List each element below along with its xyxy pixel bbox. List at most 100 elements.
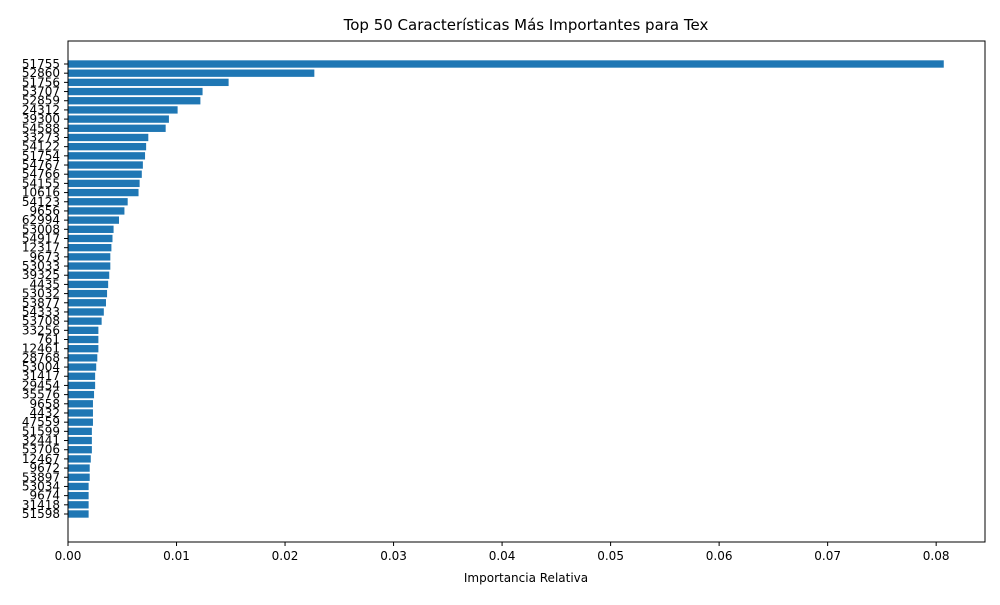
category-label-53033: 53033 xyxy=(22,259,60,273)
bar-24312 xyxy=(68,106,178,114)
bar-53004 xyxy=(68,363,97,371)
bar-33256 xyxy=(68,326,99,334)
bar-62994 xyxy=(68,216,120,224)
bar-54766 xyxy=(68,170,142,178)
bar-54333 xyxy=(68,308,104,316)
category-label-10616: 10616 xyxy=(22,186,60,200)
x-axis-label: Importancia Relativa xyxy=(464,571,588,585)
bar-32441 xyxy=(68,436,92,445)
category-label-51755: 51755 xyxy=(22,57,60,71)
x-tick-label-8: 0.08 xyxy=(923,549,950,563)
bars-group xyxy=(68,60,944,518)
bar-12461 xyxy=(68,345,99,353)
x-tick-label-2: 0.02 xyxy=(272,549,299,563)
bar-39325 xyxy=(68,271,110,279)
bar-51755 xyxy=(68,60,944,68)
bar-54917 xyxy=(68,234,113,243)
category-label-35576: 35576 xyxy=(22,388,60,402)
bar-4432 xyxy=(68,409,93,417)
category-label-51599: 51599 xyxy=(22,424,60,438)
chart-title: Top 50 Características Más Importantes p… xyxy=(343,16,709,34)
bar-53706 xyxy=(68,446,92,454)
x-tick-label-1: 0.01 xyxy=(163,549,190,563)
category-label-4432: 4432 xyxy=(29,406,60,420)
x-axis-group: 0.00 0.01 0.02 0.03 0.04 0.05 0.06 0.07 0.08 xyxy=(55,542,950,563)
category-label-12317: 12317 xyxy=(22,241,60,255)
category-label-24312: 24312 xyxy=(22,103,60,117)
category-label-9674: 9674 xyxy=(29,489,60,503)
x-tick-label-3: 0.03 xyxy=(380,549,407,563)
bar-33273 xyxy=(68,133,149,142)
category-label-54333: 54333 xyxy=(22,305,60,319)
x-tick-label-5: 0.05 xyxy=(597,549,624,563)
bar-51598 xyxy=(68,510,89,518)
category-label-47559: 47559 xyxy=(22,415,60,429)
bar-35576 xyxy=(68,390,95,399)
bar-54767 xyxy=(68,161,143,169)
category-label-53032: 53032 xyxy=(22,287,60,301)
bar-9656 xyxy=(68,207,125,215)
category-label-53707: 53707 xyxy=(22,85,60,99)
category-label-761: 761 xyxy=(37,333,60,347)
x-tick-label-6: 0.06 xyxy=(706,549,733,563)
bar-53707 xyxy=(68,87,203,96)
category-label-53034: 53034 xyxy=(22,479,60,493)
category-label-52859: 52859 xyxy=(22,94,60,108)
category-label-9673: 9673 xyxy=(29,250,60,264)
bar-54122 xyxy=(68,142,147,151)
bar-53032 xyxy=(68,289,108,298)
bar-53708 xyxy=(68,317,102,325)
category-label-52860: 52860 xyxy=(22,66,60,80)
category-label-54917: 54917 xyxy=(22,231,60,245)
category-label-33256: 33256 xyxy=(22,323,60,337)
category-label-31417: 31417 xyxy=(22,369,60,383)
category-label-54123: 54123 xyxy=(22,195,60,209)
category-label-4435: 4435 xyxy=(29,277,60,291)
bar-12317 xyxy=(68,244,112,252)
category-label-51598: 51598 xyxy=(22,507,60,521)
category-label-28768: 28768 xyxy=(22,351,60,365)
category-label-54122: 54122 xyxy=(22,140,60,154)
category-label-39300: 39300 xyxy=(22,112,60,126)
bar-9672 xyxy=(68,464,90,472)
category-label-12461: 12461 xyxy=(22,342,60,356)
bar-51756 xyxy=(68,78,229,87)
bar-31418 xyxy=(68,501,89,509)
category-label-31418: 31418 xyxy=(22,498,60,512)
bar-12467 xyxy=(68,455,91,463)
bar-51599 xyxy=(68,427,92,436)
category-label-51756: 51756 xyxy=(22,75,60,89)
category-labels-group: 5175552860517565370752859243123930054588… xyxy=(22,57,68,521)
x-tick-label-7: 0.07 xyxy=(814,549,841,563)
category-label-53877: 53877 xyxy=(22,296,60,310)
bar-51754 xyxy=(68,152,146,160)
bar-4435 xyxy=(68,280,109,289)
bar-761 xyxy=(68,335,99,344)
bar-53897 xyxy=(68,473,90,481)
bar-9673 xyxy=(68,253,111,261)
bar-54155 xyxy=(68,179,140,188)
category-label-53004: 53004 xyxy=(22,360,60,374)
category-label-9672: 9672 xyxy=(29,461,60,475)
bar-53877 xyxy=(68,299,106,307)
category-label-54155: 54155 xyxy=(22,176,60,190)
x-tick-label-0: 0.00 xyxy=(55,549,82,563)
bar-31417 xyxy=(68,372,96,380)
category-label-54766: 54766 xyxy=(22,167,60,181)
bar-54588 xyxy=(68,124,166,132)
category-label-53706: 53706 xyxy=(22,443,60,457)
category-label-51754: 51754 xyxy=(22,149,60,163)
category-label-12467: 12467 xyxy=(22,452,60,466)
x-tick-label-4: 0.04 xyxy=(489,549,516,563)
category-label-33273: 33273 xyxy=(22,130,60,144)
category-label-32441: 32441 xyxy=(22,434,60,448)
category-label-9656: 9656 xyxy=(29,204,60,218)
category-label-54767: 54767 xyxy=(22,158,60,172)
bar-29454 xyxy=(68,381,96,390)
bar-52860 xyxy=(68,69,315,77)
category-label-39325: 39325 xyxy=(22,268,60,282)
category-label-53008: 53008 xyxy=(22,222,60,236)
plot-frame xyxy=(67,40,986,543)
